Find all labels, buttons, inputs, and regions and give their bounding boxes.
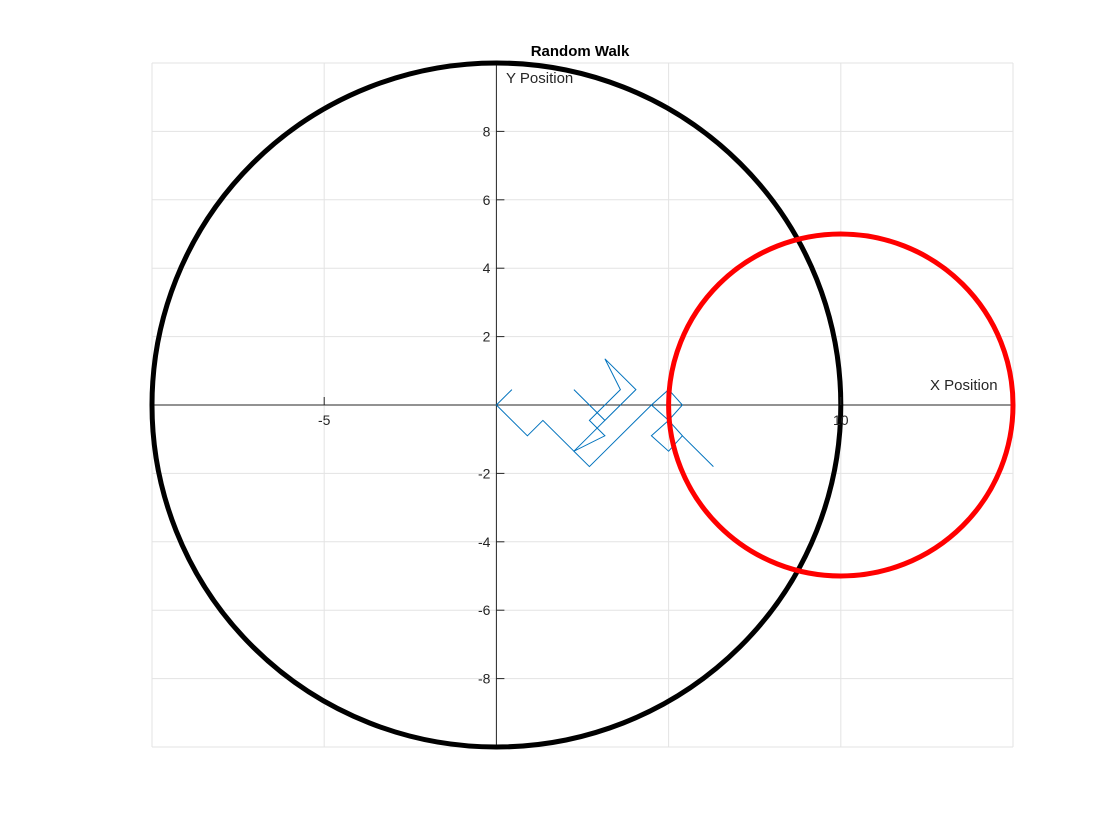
y-tick-label: -6 [478, 602, 491, 618]
x-tick-label: -5 [318, 412, 331, 428]
y-tick-label: 6 [483, 192, 491, 208]
tick-labels: -5 10 -8 -6 -4 -2 2 4 6 8 [318, 123, 849, 686]
y-tick-label: 4 [483, 260, 491, 276]
y-tick-label: 2 [483, 329, 491, 345]
x-axis-label: X Position [930, 377, 998, 394]
y-tick-label: -8 [478, 671, 491, 687]
target-circle-red [666, 231, 1016, 579]
y-tick-label: -2 [478, 465, 491, 481]
y-tick-label: 8 [483, 123, 491, 139]
axes [152, 63, 1013, 747]
x-tick-label: 10 [833, 412, 849, 428]
chart-title: Random Walk [531, 43, 630, 60]
random-walk-path [495, 358, 714, 468]
y-axis-label: Y Position [506, 70, 573, 87]
y-tick-label: -4 [478, 534, 491, 550]
